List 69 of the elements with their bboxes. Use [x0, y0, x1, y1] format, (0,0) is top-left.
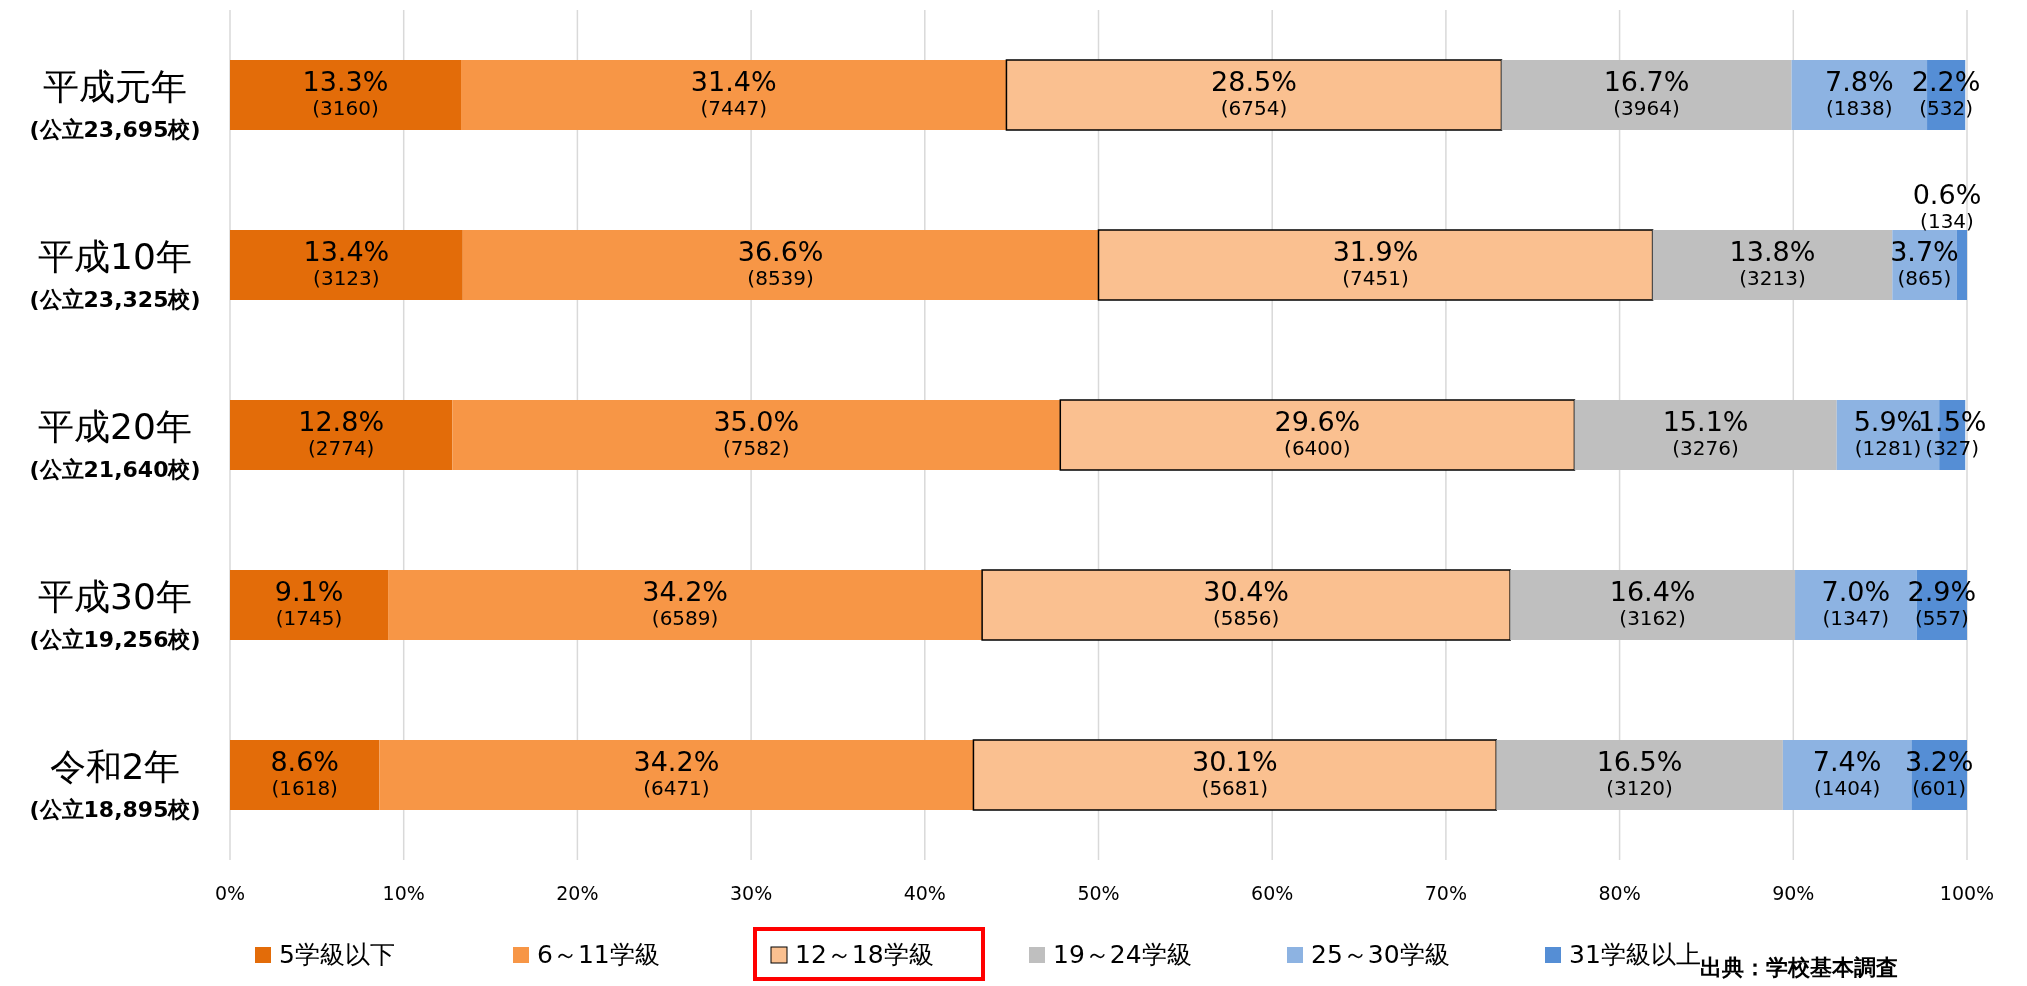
x-tick-label: 60%	[1251, 882, 1294, 904]
data-label: 0.6% (134)	[1912, 179, 1982, 233]
data-label: 35.0% (7582)	[713, 406, 800, 460]
bar	[1574, 400, 1837, 470]
data-label: 13.8% (3213)	[1729, 236, 1816, 290]
x-tick-label: 90%	[1772, 882, 1815, 904]
y-tick-label: 平成30年 (公立19,256校)	[29, 576, 201, 652]
x-tick-label: 10%	[382, 882, 425, 904]
legend-label: 5学級以下	[279, 940, 395, 969]
bar	[462, 230, 1099, 300]
bar	[230, 570, 389, 640]
data-label: 34.2% (6589)	[642, 576, 728, 630]
y-tick-label: 平成元年 (公立23,695校)	[29, 66, 201, 142]
x-tick-label: 30%	[729, 882, 773, 904]
bar	[230, 60, 462, 130]
source-note: 出典：学校基本調査	[1700, 955, 1898, 980]
y-tick-label: 平成20年 (公立21,640校)	[29, 406, 201, 482]
x-tick-label: 0%	[214, 882, 246, 904]
data-label: 7.0% (1347)	[1821, 576, 1891, 630]
data-label: 16.4% (3162)	[1609, 576, 1696, 630]
bar	[230, 400, 453, 470]
bar	[1956, 230, 1967, 300]
data-label: 13.4% (3123)	[303, 236, 390, 290]
bar	[1097, 229, 1654, 301]
data-label: 36.6% (8539)	[737, 236, 824, 290]
data-label: 34.2% (6471)	[633, 746, 720, 800]
bar	[230, 740, 380, 810]
bar	[1501, 60, 1792, 130]
data-label: 16.5% (3120)	[1596, 746, 1683, 800]
x-tick-label: 40%	[903, 882, 946, 904]
data-label: 9.1% (1745)	[274, 576, 344, 630]
bar	[1496, 740, 1783, 810]
bar	[461, 60, 1007, 130]
data-label: 7.4% (1404)	[1812, 746, 1882, 800]
x-tick-label: 20%	[556, 882, 599, 904]
data-label: 31.9% (7451)	[1332, 236, 1419, 290]
legend-label: 12～18学級	[795, 940, 934, 969]
bar	[452, 400, 1061, 470]
legend-label: 6～11学級	[537, 940, 660, 969]
bar	[1005, 59, 1503, 131]
bar	[1059, 399, 1576, 471]
x-tick-label: 100%	[1939, 882, 1995, 904]
data-label: 8.6% (1618)	[270, 746, 339, 800]
data-label: 15.1% (3276)	[1662, 406, 1749, 460]
x-tick-label: 70%	[1424, 882, 1468, 904]
legend-label: 19～24学級	[1053, 940, 1192, 969]
data-label: 31.4% (7447)	[690, 66, 777, 120]
legend-label: 31学級以上	[1569, 940, 1701, 969]
bar	[379, 740, 974, 810]
bar	[1652, 230, 1893, 300]
bar	[981, 569, 1511, 641]
data-label: 3.7% (865)	[1890, 236, 1959, 290]
bar	[1510, 570, 1796, 640]
data-label: 30.1% (5681)	[1191, 746, 1278, 800]
y-tick-label: 令和2年 (公立18,895校)	[29, 746, 201, 822]
y-tick-label: 平成10年 (公立23,325校)	[29, 236, 201, 312]
data-label: 7.8% (1838)	[1825, 66, 1894, 120]
bar	[230, 230, 463, 300]
data-label: 13.3% (3160)	[302, 66, 389, 120]
bar	[388, 570, 983, 640]
data-label: 30.4% (5856)	[1203, 576, 1290, 630]
data-label: 28.5% (6754)	[1211, 66, 1297, 120]
data-label: 12.8% (2774)	[298, 406, 385, 460]
bar	[972, 739, 1498, 811]
data-label: 29.6% (6400)	[1274, 406, 1361, 460]
x-tick-label: 50%	[1077, 882, 1120, 904]
data-label: 16.7% (3964)	[1603, 66, 1690, 120]
x-tick-label: 80%	[1598, 882, 1641, 904]
legend-label: 25～30学級	[1311, 940, 1450, 969]
